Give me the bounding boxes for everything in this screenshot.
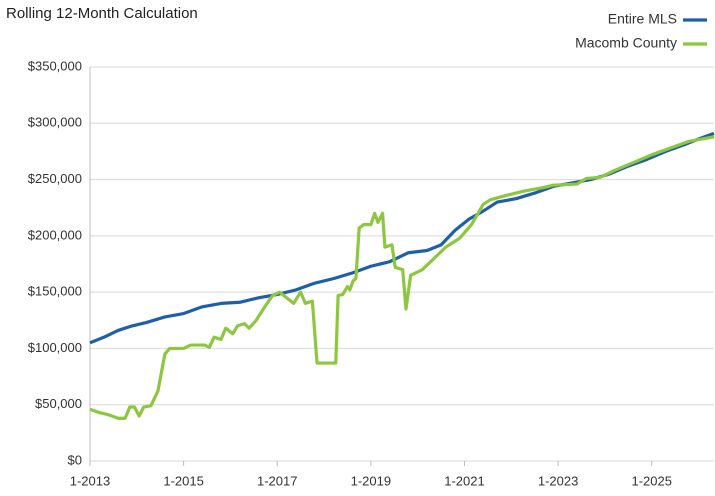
x-tick-label: 1-2025 xyxy=(631,473,671,488)
data-line xyxy=(89,131,715,345)
x-tick-label: 1-2013 xyxy=(70,473,110,488)
y-tick-label: $150,000 xyxy=(28,284,82,299)
data-line xyxy=(89,135,715,420)
y-tick-label: $50,000 xyxy=(35,396,82,411)
y-tick-label: $100,000 xyxy=(28,340,82,355)
x-tick-label: 1-2019 xyxy=(351,473,391,488)
x-tick-label: 1-2023 xyxy=(538,473,578,488)
legend-label: Macomb County xyxy=(575,35,677,51)
y-tick-label: $0 xyxy=(68,452,82,467)
x-tick-label: 1-2021 xyxy=(444,473,484,488)
x-tick-label: 1-2015 xyxy=(163,473,203,488)
chart-title: Rolling 12-Month Calculation xyxy=(6,5,198,22)
y-tick-label: $300,000 xyxy=(28,115,82,130)
y-tick-label: $350,000 xyxy=(28,58,82,73)
y-tick-label: $250,000 xyxy=(28,171,82,186)
x-tick-label: 1-2017 xyxy=(257,473,297,488)
y-tick-label: $200,000 xyxy=(28,227,82,242)
legend-label: Entire MLS xyxy=(608,11,677,27)
